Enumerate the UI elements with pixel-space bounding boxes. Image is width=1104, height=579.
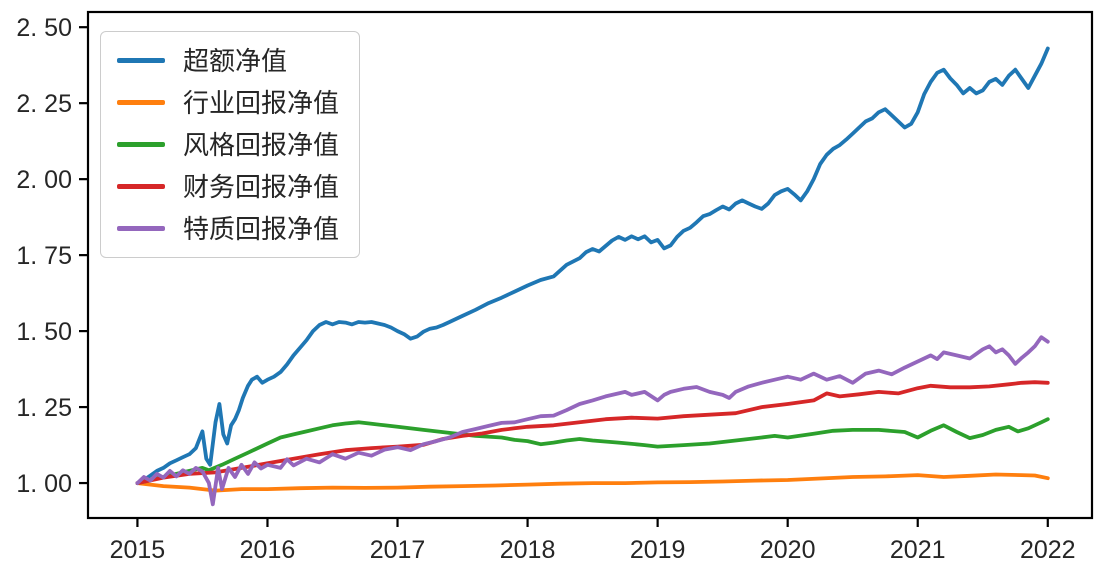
y-tick-label: 1. 75	[16, 242, 72, 270]
legend-line-swatch	[117, 226, 165, 231]
legend-label: 财务回报净值	[183, 171, 340, 202]
series-line-1	[135, 472, 1050, 493]
y-tick-label: 2. 50	[16, 14, 72, 42]
x-tick-label: 2021	[890, 536, 946, 564]
x-tick-label: 2018	[500, 536, 556, 564]
plot-frame	[86, 10, 1094, 520]
y-tick-label: 1. 50	[16, 318, 72, 346]
legend-item-2: 风格回报净值	[117, 128, 339, 161]
legend-item-0: 超额净值	[117, 44, 339, 77]
y-tick-label: 1. 00	[16, 470, 72, 498]
legend-item-3: 财务回报净值	[117, 170, 339, 203]
x-tick-label: 2016	[240, 536, 296, 564]
series-line-3	[135, 380, 1050, 486]
x-tick-label: 2015	[110, 536, 166, 564]
y-tick-label: 1. 25	[16, 394, 72, 422]
x-tick-label: 2022	[1020, 536, 1076, 564]
x-tick-label: 2020	[760, 536, 816, 564]
series-line-0	[135, 46, 1050, 486]
legend: 超额净值行业回报净值 风格回报净值 财务回报净值 特质回报净值	[100, 31, 361, 258]
legend-line-swatch	[117, 184, 165, 189]
legend-item-4: 特质回报净值	[117, 212, 339, 245]
x-tick-label: 2017	[370, 536, 426, 564]
x-tick-label: 2019	[630, 536, 686, 564]
legend-label: 风格回报净值	[183, 129, 340, 160]
legend-item-1: 行业回报净值	[117, 86, 339, 119]
legend-line-swatch	[117, 142, 165, 147]
legend-line-swatch	[117, 100, 165, 105]
legend-line-swatch	[117, 58, 165, 63]
series-line-2	[135, 417, 1050, 486]
legend-label: 特质回报净值	[183, 213, 340, 244]
y-tick-label: 2. 00	[16, 166, 72, 194]
series-line-4	[135, 335, 1050, 507]
legend-label: 超额净值	[183, 45, 288, 76]
legend-label: 行业回报净值	[183, 87, 340, 118]
y-tick-label: 2. 25	[16, 90, 72, 118]
